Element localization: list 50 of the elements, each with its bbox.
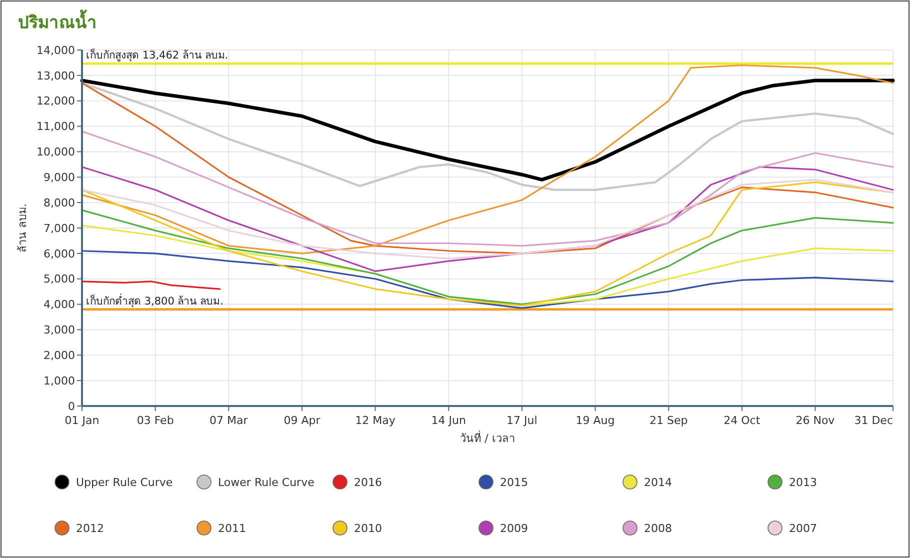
legend-label: Lower Rule Curve — [218, 476, 315, 489]
line-series — [81, 178, 894, 260]
y-tick-label: 6,000 — [44, 247, 75, 260]
y-tick-label: 13,000 — [36, 69, 75, 82]
y-tick-label: 5,000 — [44, 272, 75, 286]
y-tick-label: 0 — [68, 400, 75, 413]
x-tick-label: 17 Jul — [506, 414, 538, 427]
legend-label: 2008 — [644, 522, 672, 535]
y-tick-label: 8,000 — [44, 196, 75, 210]
x-tick-label: 31 Dec — [854, 414, 893, 427]
y-tick-label: 12,000 — [36, 94, 75, 108]
x-tick-label: 03 Feb — [136, 414, 174, 427]
x-tick-label: 24 Oct — [724, 414, 761, 427]
legend-label: 2012 — [76, 522, 104, 535]
y-tick-label: 9,000 — [44, 170, 75, 184]
legend-label: 2010 — [354, 522, 382, 535]
x-tick-label: 07 Mar — [210, 414, 248, 427]
line-series — [81, 130, 894, 247]
line-series — [81, 209, 894, 306]
legend-label: 2007 — [789, 522, 817, 535]
legend-label: 2015 — [500, 476, 528, 489]
legend-label: Upper Rule Curve — [76, 476, 173, 489]
y-tick-label: 1,000 — [44, 374, 75, 388]
ref-line-label: เก็บกักสูงสุด 13,462 ล้าน ลบม. — [86, 48, 228, 62]
legend-label: 2014 — [644, 476, 672, 489]
y-tick-label: 2,000 — [44, 348, 75, 362]
x-tick-label: 01 Jan — [64, 414, 100, 427]
ref-line-label: เก็บกักต่ำสุด 3,800 ล้าน ลบม. — [86, 293, 224, 308]
x-tick-label: 26 Nov — [796, 414, 836, 427]
y-tick-label: 4,000 — [44, 298, 75, 312]
y-tick-label: 10,000 — [36, 146, 75, 159]
legend-label: 2016 — [354, 476, 382, 489]
x-tick-label: 14 Jun — [431, 414, 466, 427]
x-tick-label: 21 Sep — [649, 414, 688, 427]
legend-label: 2009 — [500, 522, 528, 535]
legend-label: 2013 — [789, 476, 817, 489]
x-tick-label: 12 May — [355, 414, 396, 427]
y-tick-label: 11,000 — [36, 120, 75, 134]
chart-title: ปริมาณน้ำ — [18, 9, 97, 33]
legend-label: 2011 — [218, 522, 246, 535]
line-series — [81, 250, 894, 309]
line-series — [81, 280, 221, 290]
x-tick-label: 09 Apr — [284, 414, 321, 427]
line-series — [81, 166, 894, 272]
x-tick-label: 19 Aug — [576, 414, 615, 427]
y-tick-label: 14,000 — [36, 44, 75, 57]
x-axis-title: วันที่ / เวลา — [460, 430, 515, 445]
y-axis-title: ล้าน ลบม. — [16, 204, 29, 252]
y-tick-label: 7,000 — [44, 222, 75, 235]
y-tick-label: 3,000 — [44, 324, 75, 337]
